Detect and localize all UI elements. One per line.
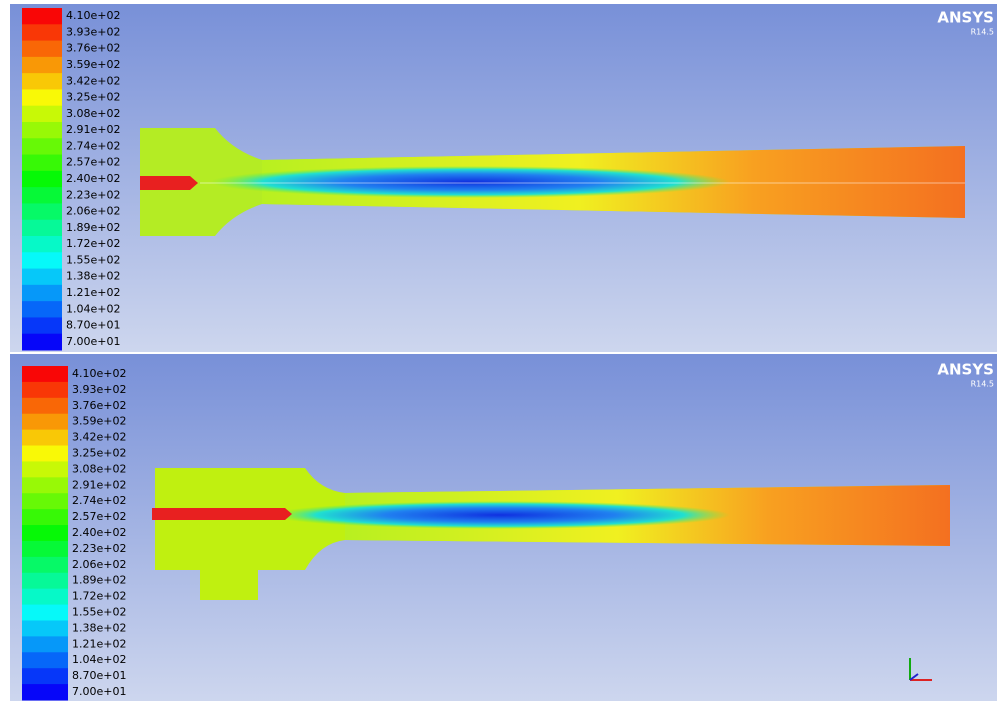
colorbar-label: 3.25e+02: [66, 91, 120, 104]
colorbar-swatch: [22, 40, 62, 58]
colorbar-swatch: [22, 122, 62, 139]
colorbar-swatch: [22, 73, 62, 90]
colorbar-label: 3.59e+02: [66, 58, 120, 71]
geometry-top: [140, 128, 965, 236]
colorbar-label: 7.00e+01: [72, 685, 126, 698]
colorbar-swatch: [22, 636, 68, 653]
colorbar-label: 1.04e+02: [66, 302, 120, 315]
colorbar-swatch: [22, 429, 68, 447]
colorbar-label: 3.08e+02: [66, 107, 120, 120]
axis-triad: [909, 658, 932, 681]
colorbar-swatch: [22, 89, 62, 107]
ansys-logo: ANSYS: [937, 9, 994, 27]
colorbar-swatch: [22, 509, 68, 526]
colorbar-label: 3.08e+02: [72, 462, 126, 475]
colorbar-label: 4.10e+02: [72, 367, 126, 380]
colorbar-swatch: [22, 413, 68, 431]
colorbar-swatch: [22, 366, 68, 383]
colorbar-label: 1.89e+02: [66, 221, 120, 234]
colorbar-label: 3.25e+02: [72, 446, 126, 459]
colorbar-swatch: [22, 620, 68, 637]
colorbar-swatch: [22, 333, 62, 351]
colorbar-swatch: [22, 652, 68, 669]
colorbar-swatch: [22, 170, 62, 188]
colorbar-label: 1.72e+02: [66, 237, 120, 250]
colorbar-label: 2.74e+02: [66, 139, 120, 152]
colorbar-label: 2.23e+02: [66, 188, 120, 201]
colorbar-label: 1.89e+02: [72, 574, 126, 587]
colorbar-label: 1.21e+02: [66, 286, 120, 299]
colorbar-swatch: [22, 219, 62, 237]
colorbar-swatch: [22, 56, 62, 74]
jet-core: [270, 501, 730, 529]
colorbar-label: 8.70e+01: [72, 669, 126, 682]
colorbar-swatch: [22, 381, 68, 399]
colorbar-label: 2.91e+02: [72, 478, 126, 491]
colorbar-swatch: [22, 477, 68, 494]
colorbar-label: 3.93e+02: [72, 383, 126, 396]
colorbar-label: 2.40e+02: [66, 172, 120, 185]
colorbar-swatch: [22, 138, 62, 156]
colorbar-swatch: [22, 8, 62, 25]
colorbar-swatch: [22, 252, 62, 270]
version: R14.5: [971, 28, 994, 37]
colorbar-label: 1.38e+02: [72, 621, 126, 634]
colorbar-label: 2.57e+02: [66, 156, 120, 169]
colorbar-label: 7.00e+01: [66, 335, 120, 348]
colorbar-label: 1.72e+02: [72, 590, 126, 603]
nozzle: [152, 508, 292, 520]
colorbar-swatch: [22, 445, 68, 462]
nozzle: [140, 176, 198, 190]
colorbar-swatch: [22, 556, 68, 574]
ansys-logo: ANSYS: [937, 361, 994, 379]
colorbar-swatch: [22, 588, 68, 606]
colorbar-label: 3.42e+02: [66, 74, 120, 87]
colorbar-swatch: [22, 203, 62, 221]
colorbar-swatch: [22, 317, 62, 335]
jet-core: [210, 166, 730, 198]
colorbar-label: 3.76e+02: [66, 42, 120, 55]
colorbar-swatch: [22, 187, 62, 204]
colorbar-swatch: [22, 540, 68, 558]
colorbar-swatch: [22, 284, 62, 302]
colorbar-label: 4.10e+02: [66, 9, 120, 22]
colorbar-swatch: [22, 236, 62, 253]
colorbar-label: 2.40e+02: [72, 526, 126, 539]
colorbar-label: 3.76e+02: [72, 399, 126, 412]
colorbar-swatch: [22, 397, 68, 415]
colorbar-label: 1.38e+02: [66, 270, 120, 283]
colorbar-swatch: [22, 461, 68, 478]
colorbar-label: 8.70e+01: [66, 319, 120, 332]
colorbar-swatch: [22, 525, 68, 542]
colorbar-label: 1.04e+02: [72, 653, 126, 666]
colorbar-label: 2.06e+02: [66, 205, 120, 218]
geometry-bottom: [152, 468, 950, 600]
colorbar-label: 1.55e+02: [72, 606, 126, 619]
colorbar-label: 3.42e+02: [72, 431, 126, 444]
colorbar-swatch: [22, 572, 68, 590]
colorbar-label: 2.23e+02: [72, 542, 126, 555]
colorbar-swatch: [22, 105, 62, 123]
colorbar-label: 1.55e+02: [66, 253, 120, 266]
colorbar-label: 3.93e+02: [66, 25, 120, 38]
colorbar-swatch: [22, 604, 68, 621]
colorbar-label: 2.57e+02: [72, 510, 126, 523]
colorbar-swatch: [22, 493, 68, 510]
colorbar-label: 2.06e+02: [72, 558, 126, 571]
colorbar-label: 2.91e+02: [66, 123, 120, 136]
colorbar-label: 2.74e+02: [72, 494, 126, 507]
version: R14.5: [971, 380, 994, 389]
colorbar-swatch: [22, 684, 68, 701]
colorbar-swatch: [22, 154, 62, 172]
colorbar-swatch: [22, 24, 62, 42]
colorbar-swatch: [22, 301, 62, 318]
colorbar-label: 3.59e+02: [72, 415, 126, 428]
colorbar-swatch: [22, 668, 68, 685]
colorbar-label: 1.21e+02: [72, 637, 126, 650]
colorbar-swatch: [22, 268, 62, 286]
